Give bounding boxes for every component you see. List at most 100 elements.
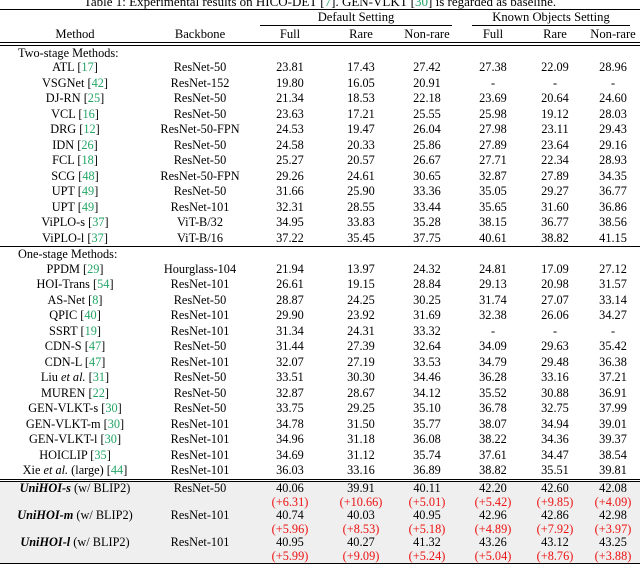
table-row: PPDM [29] Hourglass-104 21.94 13.97 24.32 24.… [0, 262, 640, 278]
cite-bracket: ] [93, 137, 98, 152]
value-cell: 22.18 [413, 91, 441, 105]
citation-link[interactable]: 49 [81, 184, 95, 198]
citation-link[interactable]: 49 [81, 199, 95, 214]
cite-bracket: [ [81, 354, 89, 369]
method-name: GEN-VLKT-l [28, 432, 98, 446]
delta-cell: (+6.31) [250, 495, 330, 509]
value-cell: 29.43 [599, 122, 627, 136]
value-cell: 24.53 [276, 122, 304, 136]
citation-link[interactable]: 12 [83, 122, 96, 136]
citation-link[interactable]: 54 [97, 277, 110, 291]
value-cell: 36.91 [599, 385, 627, 400]
value-cell: 20.57 [347, 153, 375, 167]
method-cell: GEN-VLKT-s [30] [0, 401, 150, 417]
citation-link[interactable]: 19 [84, 323, 97, 338]
value-cell: 34.94 [541, 416, 569, 431]
value-cell: 36.77 [541, 215, 569, 229]
delta-cell: (+5.96) [250, 522, 330, 536]
value-cell: 43.26 [462, 535, 524, 550]
method-name: MUREN [41, 385, 86, 400]
citation-link[interactable]: 30 [105, 401, 118, 415]
citation-link[interactable]: 16 [82, 106, 95, 121]
value-cell: 24.32 [413, 261, 441, 276]
backbone-cell: ResNet-50 [173, 184, 227, 198]
value-cell: 36.77 [599, 184, 627, 198]
method-cell: VSGNet [42] [0, 76, 150, 92]
value-cell: 36.03 [276, 463, 304, 477]
delta-cell: (+3.97) [586, 522, 640, 536]
value-cell: 40.61 [479, 230, 507, 245]
citation-link[interactable]: 37 [92, 215, 105, 229]
highlight-row: UniHOI-m (w/ BLIP2) ResNet-101 40.74 40.03 4… [0, 508, 640, 523]
value-cell: 28.03 [599, 106, 627, 121]
delta-cell: (+5.42) [462, 495, 524, 509]
value-cell: 42.20 [462, 481, 524, 496]
value-cell: 40.95 [250, 535, 330, 550]
backbone-cell: ResNet-50 [173, 370, 227, 384]
backbone-cell: ResNet-101 [170, 199, 230, 214]
citation-link[interactable]: 30 [415, 0, 428, 9]
method-cell: UniHOI-m (w/ BLIP2) [0, 508, 150, 523]
value-cell: 34.95 [276, 215, 304, 229]
citation-link[interactable]: 25 [87, 91, 101, 105]
citation-link[interactable]: 47 [88, 339, 102, 353]
citation-link[interactable]: 30 [107, 416, 121, 431]
backbone-cell: ResNet-50 [173, 153, 227, 167]
table-row: UPT [49] ResNet-101 32.31 28.55 33.44 35.65 31… [0, 200, 640, 216]
backbone-cell: ResNet-101 [170, 463, 230, 477]
cite-bracket: ] [95, 122, 100, 136]
value-cell: 33.14 [599, 292, 627, 307]
value-cell: 26.61 [276, 277, 304, 291]
group-default-setting: Default Setting [250, 9, 462, 26]
citation-link[interactable]: 22 [92, 385, 105, 400]
backbone-cell: ResNet-101 [170, 354, 230, 369]
citation-link[interactable]: 18 [81, 153, 94, 167]
method-name: UniHOI-m [17, 508, 74, 522]
value-cell: 26.67 [413, 153, 441, 167]
results-table: Default Setting Known Objects Setting Me… [0, 9, 640, 566]
citation-link[interactable]: 8 [92, 292, 99, 307]
citation-link[interactable]: 48 [82, 168, 95, 183]
value-cell: 37.99 [599, 401, 627, 415]
value-cell: 36.28 [479, 370, 507, 384]
value-cell: 26.04 [413, 122, 441, 136]
table-row: AS-Net [8] ResNet-50 28.87 24.25 30.25 31.74 2… [0, 293, 640, 309]
citation-link[interactable]: 31 [92, 370, 106, 384]
delta-cell: (+8.76) [524, 549, 586, 564]
citation-link[interactable]: 7 [324, 0, 332, 9]
value-cell: 31.57 [599, 277, 627, 291]
table-caption: Table 1: Experimental results on HICO-DE… [0, 0, 640, 9]
citation-link[interactable]: 29 [87, 261, 100, 276]
citation-link[interactable]: 40 [84, 308, 97, 322]
citation-link[interactable]: 35 [94, 447, 107, 462]
rule-line [0, 478, 640, 482]
cite-bracket: [ [74, 137, 82, 152]
table-row: ViPLO-s [37] ViT-B/32 34.95 33.83 35.28 38.15… [0, 215, 640, 231]
citation-link[interactable]: 30 [104, 432, 117, 446]
value-cell: 33.53 [413, 354, 441, 369]
citation-link[interactable]: 26 [81, 137, 94, 152]
method-cell: DJ-RN [25] [0, 91, 150, 107]
header-double-rule [0, 42, 640, 46]
value-cell: 29.90 [276, 308, 304, 322]
table-row: SSRT [19] ResNet-101 31.34 24.31 33.32 - - - [0, 324, 640, 340]
value-cell: 28.87 [276, 292, 304, 307]
col-header-nonrare-known: Non-rare [590, 27, 636, 41]
citation-link[interactable]: 44 [110, 463, 124, 477]
value-cell: - [490, 323, 496, 338]
value-cell: 32.75 [541, 401, 569, 415]
value-cell: 34.79 [479, 354, 507, 369]
value-cell: 39.37 [599, 432, 627, 446]
citation-link[interactable]: 37 [91, 230, 104, 245]
highlight-double-rule [0, 478, 640, 482]
cite-bracket: [ [74, 153, 82, 167]
value-cell: 34.96 [276, 432, 304, 446]
backbone-cell: ResNet-50-FPN [160, 122, 240, 136]
citation-link[interactable]: 42 [91, 75, 104, 90]
citation-link[interactable]: 17 [81, 60, 94, 74]
value-cell: 29.48 [541, 354, 569, 369]
value-cell: 34.36 [541, 432, 569, 446]
value-cell: 36.86 [599, 199, 627, 214]
citation-link[interactable]: 47 [88, 354, 102, 369]
backbone-cell: ResNet-50 [173, 292, 227, 307]
